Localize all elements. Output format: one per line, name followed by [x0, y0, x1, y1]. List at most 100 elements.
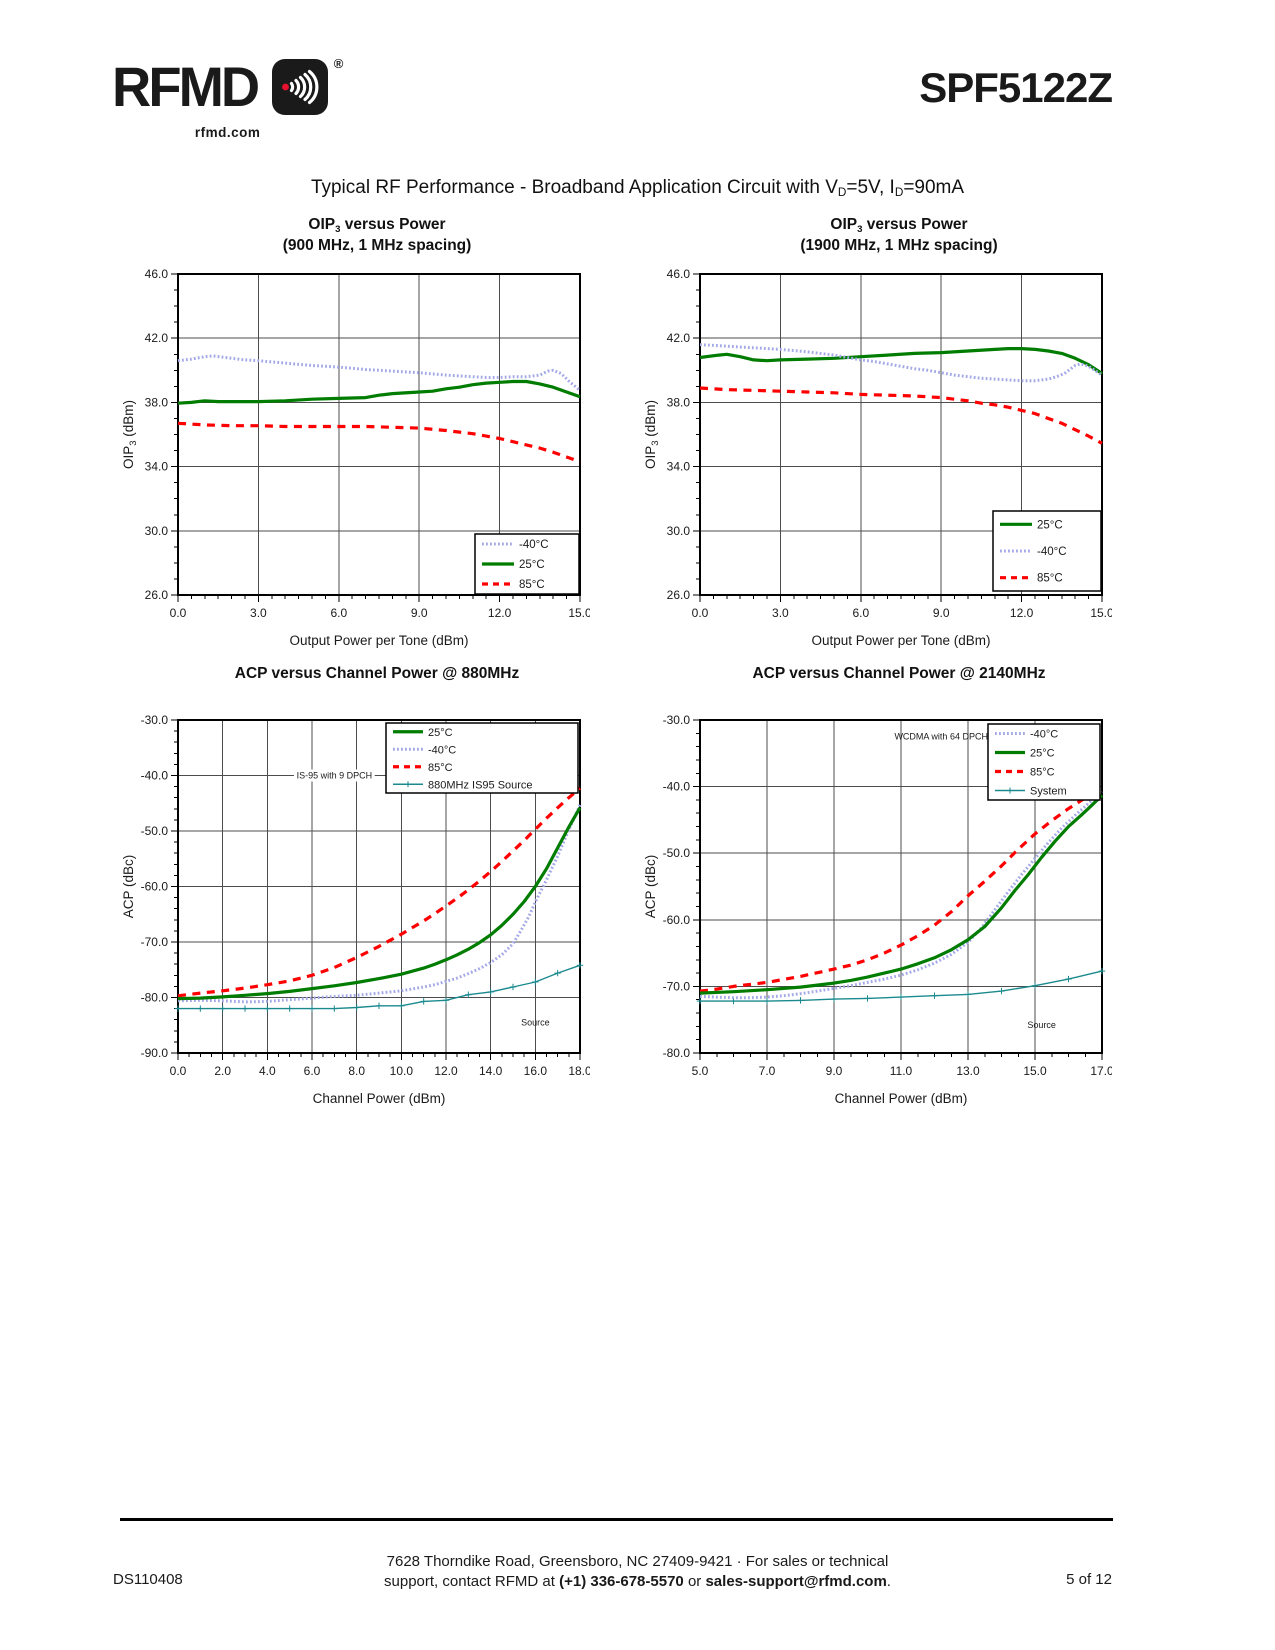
svg-text:-30.0: -30.0	[141, 713, 169, 727]
chart-subtitle: (900 MHz, 1 MHz spacing)	[282, 237, 472, 254]
svg-text:9.0: 9.0	[933, 606, 950, 620]
svg-text:-60.0: -60.0	[663, 913, 691, 927]
svg-text:13.0: 13.0	[956, 1064, 980, 1078]
chart-subtitle: (1900 MHz, 1 MHz spacing)	[800, 237, 998, 254]
rfmd-wordmark: RFMD	[112, 55, 260, 118]
chart-canvas-acp-2140mhz: 5.0 7.0 9.0 11.0 13.0 15.0 17.0 -80.0 -70.0 -60.0…	[643, 713, 1112, 1106]
chart-title: ACP versus Channel Power @ 2140MHz	[752, 665, 1046, 682]
support-email: sales-support@rfmd.com	[705, 1572, 887, 1590]
svg-text:-50.0: -50.0	[663, 846, 691, 860]
svg-text:Source: Source	[521, 1017, 550, 1027]
footer-contact-info: 7628 Thorndike Road, Greensboro, NC 2740…	[318, 1552, 958, 1591]
svg-text:16.0: 16.0	[524, 1064, 548, 1078]
svg-text:3.0: 3.0	[772, 606, 789, 620]
chart-canvas-acp-880mhz: 0.0 2.0 4.0 6.0 8.0 10.0 12.0 14.0 16.0 18.0 -90.0…	[121, 713, 590, 1106]
svg-text:14.0: 14.0	[479, 1064, 503, 1078]
footer-support-text: .	[886, 1572, 891, 1590]
chart-oip3-900mhz: OIP3 versus Power (900 MHz, 1 MHz spacin…	[118, 216, 610, 651]
chart-title: OIP3 versus Power	[830, 216, 968, 235]
svg-text:System: System	[1030, 786, 1067, 798]
svg-text:4.0: 4.0	[259, 1064, 276, 1078]
chart-canvas-oip3-900mhz: 0.0 3.0 6.0 9.0 12.0 15.0 26.0 30.0 34.0 38.0 42.0…	[121, 267, 590, 648]
svg-text:30.0: 30.0	[667, 524, 691, 538]
page-title-text: Typical RF Performance - Broadband Appli…	[310, 177, 838, 198]
svg-text:17.0: 17.0	[1090, 1064, 1112, 1078]
svg-text:85°C: 85°C	[519, 579, 545, 591]
support-phone: (+1) 336-678-5570	[559, 1572, 684, 1590]
svg-text:15.0: 15.0	[568, 606, 590, 620]
chart-title: ACP versus Channel Power @ 880MHz	[234, 665, 520, 682]
svg-text:25°C: 25°C	[1037, 519, 1063, 531]
chart-acp-880mhz: ACP versus Channel Power @ 880MHz 0.0 2.0…	[118, 665, 610, 1109]
svg-text:25°C: 25°C	[428, 727, 453, 739]
page-indicator: 5 of 12	[1066, 1571, 1112, 1588]
svg-text:46.0: 46.0	[145, 267, 169, 281]
svg-text:Output Power per Tone (dBm): Output Power per Tone (dBm)	[811, 633, 990, 648]
svg-text:-60.0: -60.0	[141, 880, 169, 894]
svg-text:11.0: 11.0	[890, 1064, 913, 1078]
registered-trademark-symbol: ®	[333, 56, 344, 71]
svg-text:-40°C: -40°C	[519, 539, 549, 551]
svg-text:10.0: 10.0	[390, 1064, 414, 1078]
svg-text:-70.0: -70.0	[663, 979, 691, 993]
svg-text:ACP (dBc): ACP (dBc)	[643, 855, 658, 919]
svg-text:9.0: 9.0	[411, 606, 428, 620]
page-title-text: =5V, I	[846, 177, 895, 198]
svg-text:85°C: 85°C	[1030, 767, 1055, 779]
svg-text:46.0: 46.0	[667, 267, 691, 281]
rfmd-domain-text: rfmd.com	[194, 125, 261, 140]
svg-text:0.0: 0.0	[170, 606, 187, 620]
svg-text:Channel Power (dBm): Channel Power (dBm)	[313, 1091, 446, 1106]
svg-text:34.0: 34.0	[667, 460, 691, 474]
svg-text:85°C: 85°C	[1037, 573, 1063, 585]
part-number: SPF5122Z	[919, 64, 1113, 111]
charts-grid: OIP3 versus Power (900 MHz, 1 MHz spacin…	[118, 216, 1132, 1109]
rfmd-soundwave-icon	[271, 58, 328, 115]
svg-text:7.0: 7.0	[759, 1064, 776, 1078]
svg-text:18.0: 18.0	[568, 1064, 590, 1078]
page-title: Typical RF Performance - Broadband Appli…	[0, 177, 1275, 199]
svg-text:OIP3 (dBm): OIP3 (dBm)	[643, 400, 661, 469]
chart-acp-2140mhz: ACP versus Channel Power @ 2140MHz 5.0 7.…	[640, 665, 1132, 1109]
svg-text:-70.0: -70.0	[141, 935, 169, 949]
svg-text:34.0: 34.0	[145, 460, 169, 474]
svg-text:9.0: 9.0	[826, 1064, 843, 1078]
footer-support-text: support, contact RFMD at	[384, 1572, 560, 1590]
svg-text:WCDMA with 64 DPCH: WCDMA with 64 DPCH	[894, 732, 988, 742]
svg-text:38.0: 38.0	[667, 395, 691, 409]
svg-text:-30.0: -30.0	[663, 713, 691, 727]
svg-text:15.0: 15.0	[1023, 1064, 1047, 1078]
svg-text:Channel Power (dBm): Channel Power (dBm)	[835, 1091, 968, 1106]
svg-text:26.0: 26.0	[667, 588, 691, 602]
svg-text:5.0: 5.0	[692, 1064, 709, 1078]
chart-canvas-oip3-1900mhz: 0.0 3.0 6.0 9.0 12.0 15.0 26.0 30.0 34.0 38.0 42.0…	[643, 267, 1112, 648]
svg-text:8.0: 8.0	[348, 1064, 365, 1078]
svg-text:880MHz IS95 Source: 880MHz IS95 Source	[428, 779, 533, 791]
svg-text:-40°C: -40°C	[428, 744, 456, 756]
svg-text:25°C: 25°C	[1030, 748, 1055, 760]
footer-divider	[120, 1518, 1113, 1521]
chart-oip3-1900mhz: OIP3 versus Power (1900 MHz, 1 MHz spaci…	[640, 216, 1132, 651]
svg-text:-80.0: -80.0	[663, 1046, 691, 1060]
svg-text:-40.0: -40.0	[141, 769, 169, 783]
svg-text:26.0: 26.0	[145, 588, 169, 602]
page-title-subscript: D	[837, 186, 847, 200]
chart-title: OIP3 versus Power	[308, 216, 446, 235]
svg-text:ACP (dBc): ACP (dBc)	[121, 855, 136, 919]
svg-text:OIP3 (dBm): OIP3 (dBm)	[121, 400, 139, 469]
svg-text:6.0: 6.0	[852, 606, 869, 620]
svg-text:6.0: 6.0	[330, 606, 347, 620]
svg-text:Source: Source	[1027, 1020, 1056, 1030]
svg-text:12.0: 12.0	[434, 1064, 458, 1078]
svg-text:6.0: 6.0	[304, 1064, 321, 1078]
svg-text:12.0: 12.0	[488, 606, 512, 620]
svg-text:-90.0: -90.0	[141, 1046, 169, 1060]
svg-text:3.0: 3.0	[250, 606, 267, 620]
svg-text:-50.0: -50.0	[141, 824, 169, 838]
svg-text:Output Power per Tone (dBm): Output Power per Tone (dBm)	[289, 633, 468, 648]
svg-text:IS-95 with 9 DPCH: IS-95 with 9 DPCH	[297, 771, 373, 781]
document-number: DS110408	[113, 1571, 183, 1588]
svg-text:25°C: 25°C	[519, 559, 545, 571]
svg-text:-40°C: -40°C	[1030, 729, 1058, 741]
